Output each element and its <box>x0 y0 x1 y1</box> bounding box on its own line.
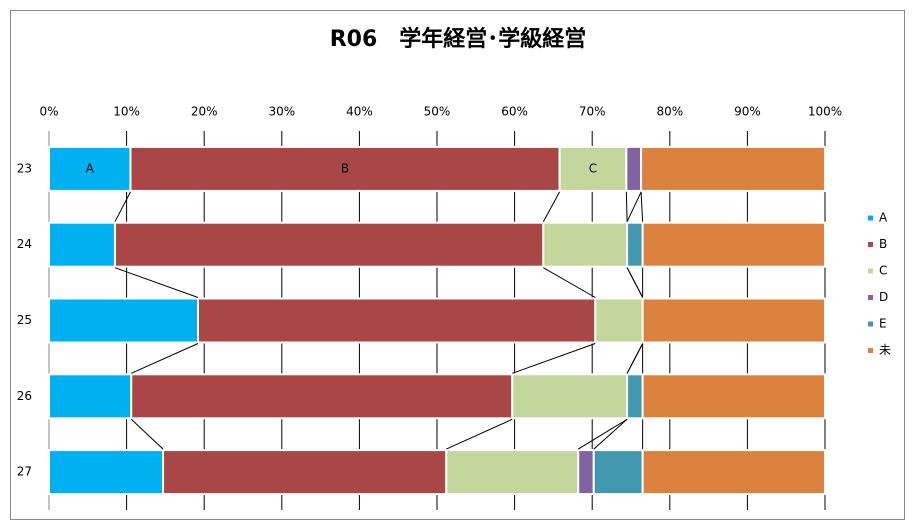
legend-label: B <box>879 237 887 251</box>
bar-segment <box>542 221 629 268</box>
series-line <box>593 418 628 450</box>
x-tick-label: 70% <box>579 105 606 119</box>
bar-segment <box>592 449 644 496</box>
legend-swatch <box>868 242 873 247</box>
bar-segment <box>48 297 199 344</box>
bar-segment <box>113 221 545 268</box>
chart-title: R06 学年経営･学級経営 <box>330 26 587 52</box>
x-tick-label: 20% <box>191 105 218 119</box>
bar-segment <box>577 449 595 496</box>
x-tick-label: 40% <box>346 105 373 119</box>
x-tick-label: 80% <box>656 105 683 119</box>
series-line <box>640 191 644 222</box>
legend-label: D <box>879 290 888 304</box>
legend-label: A <box>879 211 888 225</box>
y-tick-label: 23 <box>17 161 32 175</box>
legend-label: 未 <box>879 343 891 357</box>
data-label: A <box>86 161 95 175</box>
series-line <box>131 343 199 374</box>
bar-segment <box>641 373 827 420</box>
bar-segment <box>48 145 132 192</box>
series-line <box>626 343 644 374</box>
legend-label: E <box>879 317 887 331</box>
bar-segment <box>48 221 116 268</box>
series-line <box>114 267 199 298</box>
bar-segment <box>641 221 827 268</box>
series-line <box>543 267 596 298</box>
bar-segment <box>48 373 133 420</box>
series-line <box>512 343 596 374</box>
x-tick-label: 50% <box>424 105 451 119</box>
y-tick-label: 24 <box>17 237 32 251</box>
series-line <box>626 191 642 222</box>
bar-segment <box>626 221 644 268</box>
bar-segment <box>625 145 643 192</box>
x-tick-label: 90% <box>734 105 761 119</box>
series-line <box>130 418 164 450</box>
bar-segment <box>445 449 580 496</box>
legend-swatch <box>868 295 873 300</box>
x-tick-label: 0% <box>39 105 58 119</box>
x-tick-label: 60% <box>501 105 528 119</box>
legend-swatch <box>868 215 873 221</box>
series-line <box>577 418 628 450</box>
x-tick-label: 100% <box>808 105 842 119</box>
legend-swatch <box>868 348 873 353</box>
y-tick-label: 26 <box>17 389 32 403</box>
bar-segment <box>48 449 165 496</box>
legend-swatch <box>868 321 873 327</box>
series-line <box>625 191 628 222</box>
bar-segment <box>130 373 514 420</box>
x-tick-label: 10% <box>113 105 140 119</box>
data-label: C <box>589 161 597 175</box>
bar-segment <box>594 297 644 344</box>
bar-segment <box>641 449 827 496</box>
bar-segment <box>626 373 644 420</box>
bar-segment <box>196 297 597 344</box>
x-tick-label: 30% <box>268 105 295 119</box>
bar-segment <box>162 449 448 496</box>
y-tick-label: 25 <box>17 313 32 327</box>
series-line <box>626 267 644 298</box>
series-line <box>114 191 131 222</box>
bar-segment <box>511 373 629 420</box>
y-tick-label: 27 <box>17 465 32 479</box>
bar-segment <box>640 145 827 192</box>
data-label: B <box>341 161 349 175</box>
bar-segment <box>641 297 827 344</box>
series-line <box>542 191 561 222</box>
legend-swatch <box>868 268 873 274</box>
legend-label: C <box>879 264 887 278</box>
bar-segment <box>129 145 561 192</box>
bar-segment <box>558 145 628 192</box>
series-line <box>446 418 513 450</box>
